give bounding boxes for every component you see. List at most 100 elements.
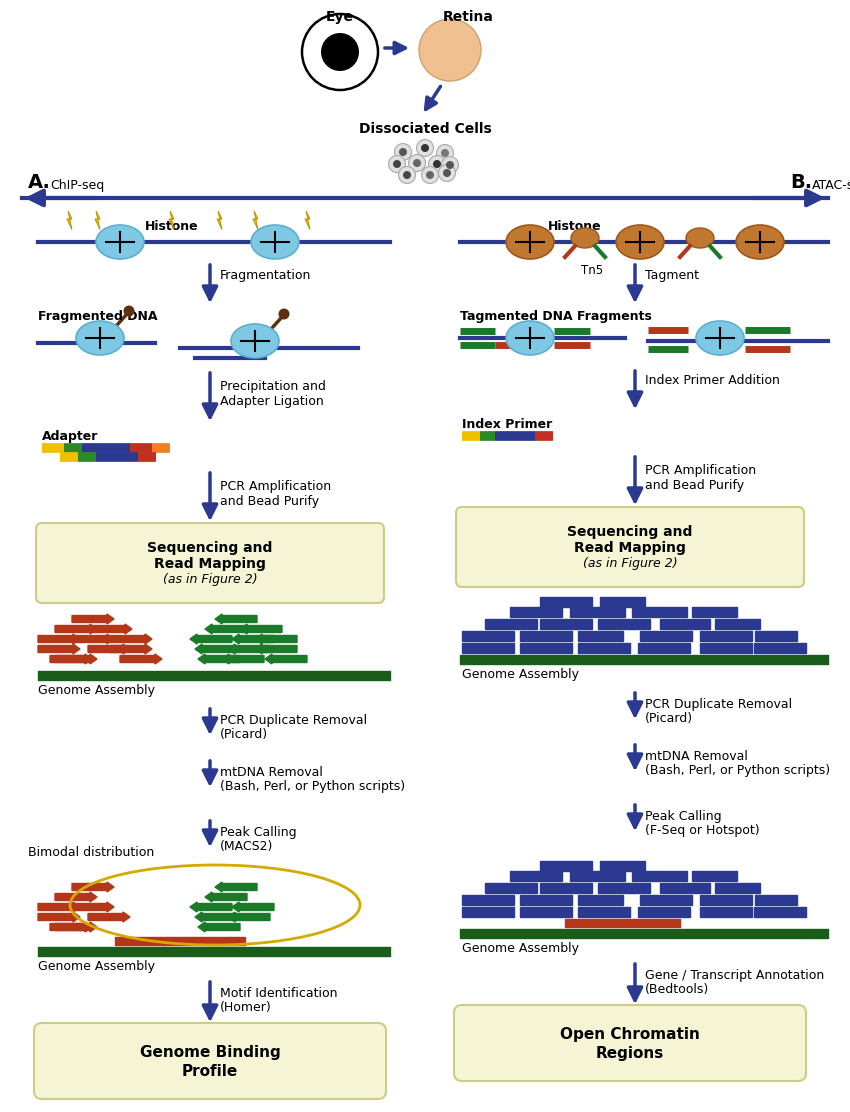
- FancyArrow shape: [110, 644, 152, 654]
- Text: Gene / Transcript Annotation: Gene / Transcript Annotation: [645, 969, 824, 982]
- Text: Adapter: Adapter: [42, 430, 99, 443]
- Circle shape: [422, 167, 439, 183]
- FancyArrow shape: [88, 644, 130, 654]
- Text: Read Mapping: Read Mapping: [154, 557, 266, 570]
- FancyArrow shape: [255, 644, 297, 654]
- Text: Bimodal distribution: Bimodal distribution: [28, 846, 154, 858]
- Bar: [540, 597, 592, 607]
- Text: Histone: Histone: [145, 219, 199, 232]
- Text: Genome Binding: Genome Binding: [139, 1045, 280, 1060]
- Circle shape: [409, 155, 426, 171]
- FancyArrow shape: [55, 624, 97, 634]
- Text: (Bash, Perl, or Python scripts): (Bash, Perl, or Python scripts): [645, 764, 830, 777]
- Text: Retina: Retina: [443, 10, 494, 24]
- Text: (as in Figure 2): (as in Figure 2): [162, 573, 258, 586]
- Bar: [692, 607, 737, 617]
- FancyBboxPatch shape: [36, 523, 384, 603]
- Bar: [462, 907, 514, 917]
- Bar: [598, 619, 650, 629]
- FancyArrow shape: [38, 902, 80, 912]
- Text: Genome Assembly: Genome Assembly: [38, 960, 155, 973]
- FancyArrow shape: [255, 634, 297, 644]
- Text: Open Chromatin: Open Chromatin: [560, 1027, 700, 1042]
- FancyArrow shape: [232, 902, 274, 912]
- Bar: [598, 883, 650, 893]
- Bar: [660, 619, 710, 629]
- Circle shape: [399, 148, 407, 156]
- Bar: [520, 631, 572, 641]
- Bar: [462, 643, 514, 653]
- Circle shape: [388, 156, 405, 172]
- Bar: [520, 643, 572, 653]
- Text: (Homer): (Homer): [220, 1001, 272, 1014]
- Circle shape: [428, 156, 445, 172]
- Bar: [640, 631, 692, 641]
- Text: Index Primer: Index Primer: [462, 418, 552, 431]
- FancyArrow shape: [190, 634, 232, 644]
- Circle shape: [441, 157, 458, 173]
- FancyArrow shape: [215, 614, 257, 624]
- Circle shape: [394, 143, 411, 160]
- Bar: [660, 883, 710, 893]
- Circle shape: [399, 167, 416, 183]
- Ellipse shape: [696, 321, 744, 355]
- Circle shape: [416, 139, 434, 157]
- Bar: [715, 883, 760, 893]
- Ellipse shape: [231, 324, 279, 358]
- Bar: [570, 607, 625, 617]
- Text: Genome Assembly: Genome Assembly: [462, 942, 579, 955]
- Circle shape: [437, 145, 454, 161]
- Text: Sequencing and: Sequencing and: [567, 525, 693, 539]
- Bar: [510, 607, 562, 617]
- Text: Sequencing and: Sequencing and: [147, 542, 273, 555]
- FancyArrow shape: [198, 922, 240, 932]
- Text: Genome Assembly: Genome Assembly: [38, 684, 155, 697]
- Bar: [462, 631, 514, 641]
- Text: Precipitation and: Precipitation and: [220, 380, 326, 393]
- Text: ChIP-seq: ChIP-seq: [50, 179, 105, 192]
- Circle shape: [433, 160, 441, 168]
- Text: Read Mapping: Read Mapping: [574, 542, 686, 555]
- Ellipse shape: [96, 225, 144, 259]
- FancyArrow shape: [120, 654, 162, 664]
- FancyBboxPatch shape: [454, 1005, 806, 1081]
- Polygon shape: [67, 211, 72, 230]
- Bar: [520, 907, 572, 917]
- FancyBboxPatch shape: [456, 507, 804, 587]
- Text: PCR Amplification: PCR Amplification: [220, 480, 332, 493]
- Circle shape: [403, 171, 411, 179]
- Text: Profile: Profile: [182, 1064, 238, 1079]
- Bar: [578, 643, 630, 653]
- Text: mtDNA Removal: mtDNA Removal: [220, 766, 323, 780]
- Text: (Picard): (Picard): [220, 728, 268, 741]
- FancyArrow shape: [55, 922, 97, 932]
- Ellipse shape: [686, 228, 714, 248]
- Bar: [692, 871, 737, 881]
- Text: and Bead Purify: and Bead Purify: [220, 495, 319, 508]
- Circle shape: [123, 306, 134, 317]
- Bar: [754, 643, 806, 653]
- Text: Index Primer Addition: Index Primer Addition: [645, 374, 779, 387]
- Bar: [715, 619, 760, 629]
- Bar: [520, 895, 572, 905]
- Text: A.: A.: [28, 173, 51, 192]
- Bar: [578, 631, 623, 641]
- Bar: [755, 631, 797, 641]
- Text: (as in Figure 2): (as in Figure 2): [583, 557, 677, 570]
- Text: (MACS2): (MACS2): [220, 840, 274, 853]
- Bar: [754, 907, 806, 917]
- Bar: [578, 907, 630, 917]
- Circle shape: [302, 14, 378, 90]
- FancyArrow shape: [72, 634, 114, 644]
- Polygon shape: [169, 211, 174, 230]
- Circle shape: [441, 149, 449, 157]
- FancyBboxPatch shape: [34, 1023, 386, 1099]
- Circle shape: [393, 160, 401, 168]
- FancyArrow shape: [88, 912, 130, 922]
- FancyArrow shape: [55, 892, 97, 902]
- Bar: [485, 619, 537, 629]
- Polygon shape: [217, 211, 222, 230]
- Text: Histone: Histone: [548, 219, 602, 232]
- Text: B.: B.: [790, 173, 812, 192]
- Text: (Bash, Perl, or Python scripts): (Bash, Perl, or Python scripts): [220, 780, 405, 793]
